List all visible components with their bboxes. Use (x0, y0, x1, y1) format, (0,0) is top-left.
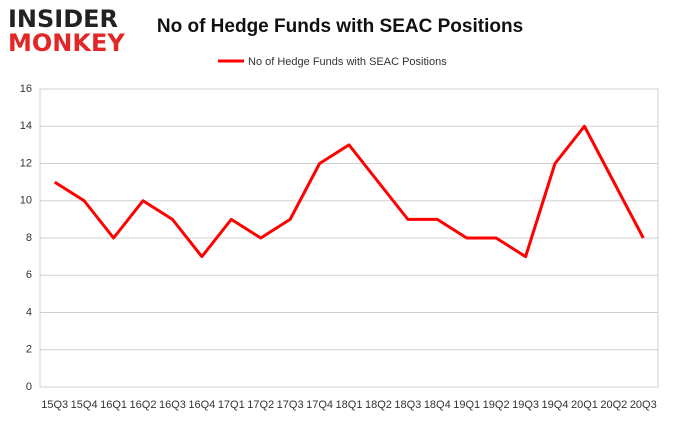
y-tick-label: 10 (20, 195, 32, 207)
y-tick-label: 16 (20, 83, 32, 95)
x-tick-label: 19Q2 (483, 399, 510, 411)
x-tick-label: 17Q3 (277, 399, 304, 411)
x-tick-label: 18Q4 (424, 399, 451, 411)
x-tick-label: 17Q4 (306, 399, 333, 411)
y-tick-label: 6 (26, 269, 32, 281)
x-tick-label: 16Q4 (188, 399, 215, 411)
data-line (53, 124, 645, 259)
x-tick-label: 17Q1 (218, 399, 245, 411)
x-tick-label: 15Q4 (71, 399, 98, 411)
x-tick-label: 18Q2 (365, 399, 392, 411)
y-tick-label: 4 (26, 306, 32, 318)
x-tick-label: 19Q1 (453, 399, 480, 411)
x-tick-label: 18Q3 (394, 399, 421, 411)
logo: INSIDER (8, 5, 118, 33)
x-tick-label: 19Q3 (512, 399, 539, 411)
x-tick-label: 19Q4 (542, 399, 569, 411)
x-tick-label: 16Q2 (130, 399, 157, 411)
logo: MONKEY (8, 29, 125, 57)
x-tick-label: 20Q2 (600, 399, 627, 411)
chart-title: No of Hedge Funds with SEAC Positions (157, 16, 523, 37)
x-tick-label: 15Q3 (41, 399, 68, 411)
x-tick-label: 16Q1 (100, 399, 127, 411)
y-tick-label: 8 (26, 232, 32, 244)
x-tick-label: 20Q3 (630, 399, 657, 411)
x-tick-label: 17Q2 (247, 399, 274, 411)
x-tick-label: 20Q1 (571, 399, 598, 411)
x-tick-label: 18Q1 (336, 399, 363, 411)
y-tick-label: 14 (20, 120, 32, 132)
y-tick-label: 2 (26, 344, 32, 356)
y-tick-label: 0 (26, 381, 32, 393)
y-tick-label: 12 (20, 157, 32, 169)
legend-label: No of Hedge Funds with SEAC Positions (248, 56, 447, 68)
x-tick-label: 16Q3 (159, 399, 186, 411)
